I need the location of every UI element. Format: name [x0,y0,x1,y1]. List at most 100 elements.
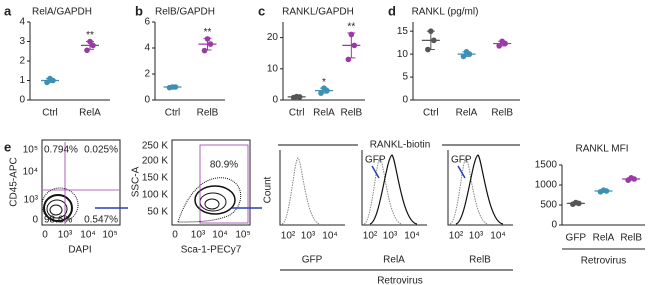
chart-title: RelB/GAPDH [155,7,215,18]
x-tick-label: 10³ [301,231,316,242]
arrow [457,165,466,179]
x-tick-label: 10³ [383,231,398,242]
panel-label: a [4,3,12,18]
y-tick-label: 4 [144,43,150,54]
chart-title: RANKL MFI [576,144,629,155]
y-tick-label: 0 [551,220,557,231]
data-point [201,47,208,54]
x-tick-label: Ctrl [42,108,58,119]
y-tick-label: 2 [19,56,25,67]
y-axis-label: CD45-APC [9,157,20,206]
data-point [47,75,53,82]
x-tick-label: 10³ [58,230,73,241]
flow-plot-frame [41,139,121,226]
x-tick-label: 10⁴ [212,230,227,241]
significance: * [322,77,326,88]
x-tick-label: RelB [491,108,513,119]
histogram [455,154,504,225]
x-tick-label: 10⁴ [322,231,337,242]
density-contours [177,177,242,223]
y-tick-label: 2 [144,69,150,80]
control-label: GFP [451,155,472,166]
data-point [345,56,352,63]
data-point [428,28,434,34]
y-tick-label: 0 [19,95,25,106]
data-point [204,36,211,42]
x-axis-label: Retrovirus [581,256,627,267]
chart-title: RANKL/GAPDH [282,7,354,18]
control-label: GFP [365,155,386,166]
data-point [348,31,355,38]
data-point [431,37,437,44]
y-tick-label: 10 [267,63,279,74]
significance: ** [86,30,94,41]
data-point [207,41,214,47]
y-tick-label: 6 [144,17,150,28]
density-contours [41,187,79,223]
data-point [573,199,579,206]
histogram-frame [361,150,427,226]
x-tick-label: 10⁵ [235,230,250,241]
histogram-frame [447,150,513,226]
y-tick-label: 15 [397,26,409,37]
x-tick-label: RelA [456,108,478,119]
panel-label: d [388,3,396,18]
quadrant-percent: 98.6% [44,215,72,226]
histogram-label: GFP [302,255,323,266]
x-tick-label: 10² [281,231,296,242]
data-point [425,46,431,53]
x-tick-label: 10² [363,231,378,242]
y-axis-label: Count [263,176,274,203]
x-tick-label: Ctrl [289,108,305,119]
y-tick-label: 20 [267,32,279,43]
gate [199,144,249,224]
y-tick-label: 1500 [535,160,558,171]
x-tick-label: RelB [620,233,642,244]
quadrant-percent: 0.794% [44,145,78,156]
x-tick-label: RelA [593,233,615,244]
x-tick-label: RelB [197,108,219,119]
y-tick-label: 1000 [535,180,558,191]
x-tick-label: 10⁴ [404,231,419,242]
x-tick-label: 0 [42,230,48,241]
x-axis-label: DAPI [68,245,91,256]
significance: ** [204,27,212,38]
panel-label: b [135,3,143,18]
data-point [44,79,50,86]
significance: ** [347,22,355,33]
y-tick-label: 100 K [142,190,168,201]
histogram-frame [279,150,345,226]
quadrant-percent: 0.025% [84,145,118,156]
data-point [90,42,96,49]
histogram-label: RelA [383,255,405,266]
data-point [460,53,467,60]
x-tick-label: Ctrl [423,108,439,119]
x-tick-label: 10² [449,231,464,242]
y-tick-label: 3 [19,36,25,47]
y-tick-label: 0 [402,95,408,106]
y-tick-label: 50 K [147,207,168,218]
y-tick-label: 150 K [142,173,168,184]
data-point [84,47,90,54]
data-point [628,175,634,181]
data-point [318,90,324,96]
panel-label: c [258,3,265,18]
data-point [600,187,607,193]
y-tick-label: 500 [540,200,557,211]
x-tick-label: GFP [566,233,587,244]
data-point [351,42,358,49]
y-tick-label: 10 [397,49,409,60]
y-axis-label: SSC-A [131,166,142,197]
data-point [169,84,176,90]
x-tick-label: 10³ [469,231,484,242]
y-tick-label: 0 [144,95,150,106]
x-axis-label: Sca-1-PECy7 [181,245,242,256]
y-tick-label: 200 K [142,156,168,167]
x-tick-label: 10⁵ [102,230,117,241]
data-point [87,38,93,45]
panel-label: e [4,139,11,154]
data-point [496,43,502,49]
x-tick-label: RelA [313,108,335,119]
control-histogram [281,157,321,225]
y-tick-label: 1 [19,75,25,86]
